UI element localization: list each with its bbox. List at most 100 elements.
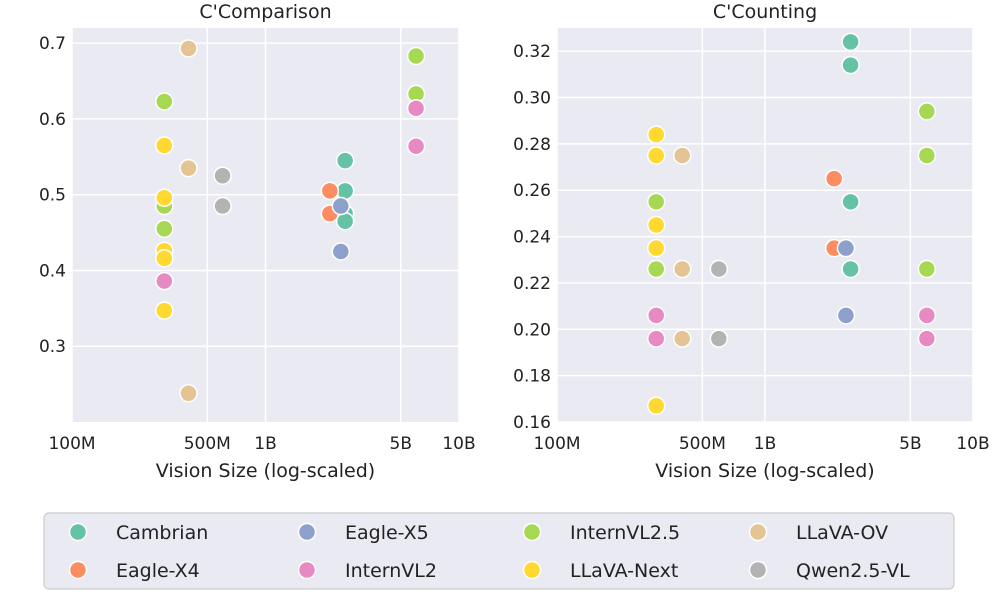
legend-entry-internvl2: InternVL2 bbox=[297, 560, 437, 582]
point-llava-ov bbox=[179, 158, 198, 178]
x-tick-label: 100M bbox=[533, 434, 580, 454]
point-internvl2-5 bbox=[917, 259, 937, 279]
x-tick-label: 1B bbox=[754, 434, 776, 454]
x-tick-label: 1B bbox=[254, 434, 276, 454]
x-axis-label: Vision Size (log-scaled) bbox=[655, 460, 874, 482]
legend: Cambrian Eagle-X5 InternVL2.5 LLaVA-OV Eagle… bbox=[43, 512, 955, 590]
y-tick-label: 0.22 bbox=[513, 274, 551, 294]
series-internvl2-5 bbox=[646, 102, 937, 279]
point-internvl2 bbox=[646, 306, 666, 325]
point-internvl2 bbox=[406, 99, 426, 118]
chart-title: C'Counting bbox=[713, 1, 817, 23]
series-eagle-x5 bbox=[836, 238, 856, 325]
point-llava-next bbox=[155, 249, 174, 268]
y-tick-label: 0.28 bbox=[513, 135, 551, 155]
y-tick-label: 0.32 bbox=[513, 42, 551, 62]
series-qwen2-5-vl bbox=[709, 259, 729, 348]
series-internvl2 bbox=[155, 99, 426, 291]
point-llava-next bbox=[646, 215, 666, 235]
point-llava-next bbox=[155, 136, 174, 155]
x-tick-label: 100M bbox=[48, 434, 95, 454]
y-tick-label: 0.6 bbox=[39, 110, 66, 130]
point-internvl2 bbox=[406, 136, 426, 156]
series-llava-next bbox=[155, 136, 174, 320]
y-tick-label: 0.16 bbox=[513, 413, 551, 433]
point-eagle-x4 bbox=[320, 181, 340, 201]
legend-entry-eagle-x5: Eagle-X5 bbox=[297, 522, 429, 544]
point-cambrian bbox=[841, 192, 860, 212]
series-cambrian bbox=[335, 151, 355, 231]
x-axis-label: Vision Size (log-scaled) bbox=[156, 460, 375, 482]
point-llava-next bbox=[646, 146, 666, 165]
point-internvl2-5 bbox=[406, 46, 426, 66]
point-cambrian bbox=[335, 211, 355, 231]
point-qwen2-5-vl bbox=[709, 329, 729, 348]
point-llava-ov bbox=[672, 329, 692, 348]
point-internvl2-5 bbox=[917, 146, 937, 165]
x-tick-label: 10B bbox=[442, 434, 475, 454]
legend-entry-internvl2-5: InternVL2.5 bbox=[522, 522, 680, 544]
legend-frame bbox=[43, 512, 955, 590]
series-internvl2-5 bbox=[155, 46, 426, 239]
point-llava-ov bbox=[179, 39, 198, 58]
point-internvl2 bbox=[646, 329, 666, 348]
x-tick-label: 10B bbox=[956, 434, 989, 454]
legend-label: Cambrian bbox=[116, 522, 208, 544]
legend-label: InternVL2.5 bbox=[570, 522, 680, 544]
series-llava-ov bbox=[672, 146, 692, 348]
point-llava-next bbox=[646, 396, 666, 416]
legend-marker bbox=[297, 522, 317, 542]
point-cambrian bbox=[335, 181, 355, 201]
y-tick-label: 0.24 bbox=[513, 228, 551, 248]
series-eagle-x4 bbox=[320, 181, 340, 223]
legend-marker bbox=[522, 522, 542, 542]
point-qwen2-5-vl bbox=[709, 259, 729, 279]
legend-entry-llava-ov: LLaVA-OV bbox=[748, 522, 888, 544]
y-tick-label: 0.7 bbox=[39, 34, 66, 54]
point-qwen2-5-vl bbox=[213, 196, 232, 216]
point-llava-ov bbox=[672, 259, 692, 279]
legend-label: InternVL2 bbox=[345, 560, 437, 582]
point-llava-next bbox=[646, 125, 666, 144]
point-internvl2-5 bbox=[155, 219, 174, 239]
point-internvl2-5 bbox=[646, 192, 666, 212]
point-llava-next bbox=[646, 238, 666, 258]
legend-marker bbox=[748, 522, 768, 542]
point-eagle-x5 bbox=[836, 238, 856, 258]
y-tick-label: 0.26 bbox=[513, 181, 551, 201]
chart-title: C'Comparison bbox=[199, 1, 331, 23]
legend-label: Eagle-X4 bbox=[116, 560, 200, 582]
point-internvl2-5 bbox=[155, 92, 174, 111]
x-tick-label: 5B bbox=[390, 434, 412, 454]
legend-entry-llava-next: LLaVA-Next bbox=[522, 560, 678, 582]
x-tick-label: 500M bbox=[184, 434, 231, 454]
legend-label: LLaVA-Next bbox=[570, 560, 678, 582]
point-eagle-x5 bbox=[331, 196, 351, 216]
x-tick-label: 5B bbox=[899, 434, 921, 454]
point-llava-ov bbox=[672, 146, 692, 165]
y-tick-label: 0.20 bbox=[513, 320, 551, 340]
legend-entry-qwen2-5-vl: Qwen2.5-VL bbox=[748, 560, 910, 582]
point-internvl2-5 bbox=[646, 259, 666, 279]
counting-panel: 100M 500M 1B 5B 10B 0.16 0.18 0.20 0.22 0.24 0.26 0… bbox=[513, 1, 990, 482]
legend-label: LLaVA-OV bbox=[796, 522, 888, 544]
point-cambrian bbox=[841, 32, 860, 52]
legend-marker bbox=[68, 522, 88, 542]
series-qwen2-5-vl bbox=[213, 166, 232, 216]
y-tick-label: 0.4 bbox=[39, 261, 66, 281]
legend-marker bbox=[68, 560, 88, 580]
point-eagle-x5 bbox=[331, 242, 351, 261]
legend-label: Eagle-X5 bbox=[345, 522, 429, 544]
legend-entry-eagle-x4: Eagle-X4 bbox=[68, 560, 200, 582]
point-cambrian bbox=[335, 151, 355, 170]
legend-marker bbox=[297, 560, 317, 580]
point-eagle-x4 bbox=[824, 169, 844, 188]
point-llava-ov bbox=[179, 383, 198, 403]
series-internvl2 bbox=[646, 306, 937, 348]
point-cambrian bbox=[841, 55, 860, 75]
comparison-panel: 100M 500M 1B 5B 10B 0.3 0.4 0.5 0.6 0.7 C'Comparis… bbox=[39, 1, 476, 482]
legend-entry-cambrian: Cambrian bbox=[68, 522, 208, 544]
y-tick-label: 0.5 bbox=[39, 186, 66, 206]
y-tick-label: 0.3 bbox=[39, 337, 66, 357]
